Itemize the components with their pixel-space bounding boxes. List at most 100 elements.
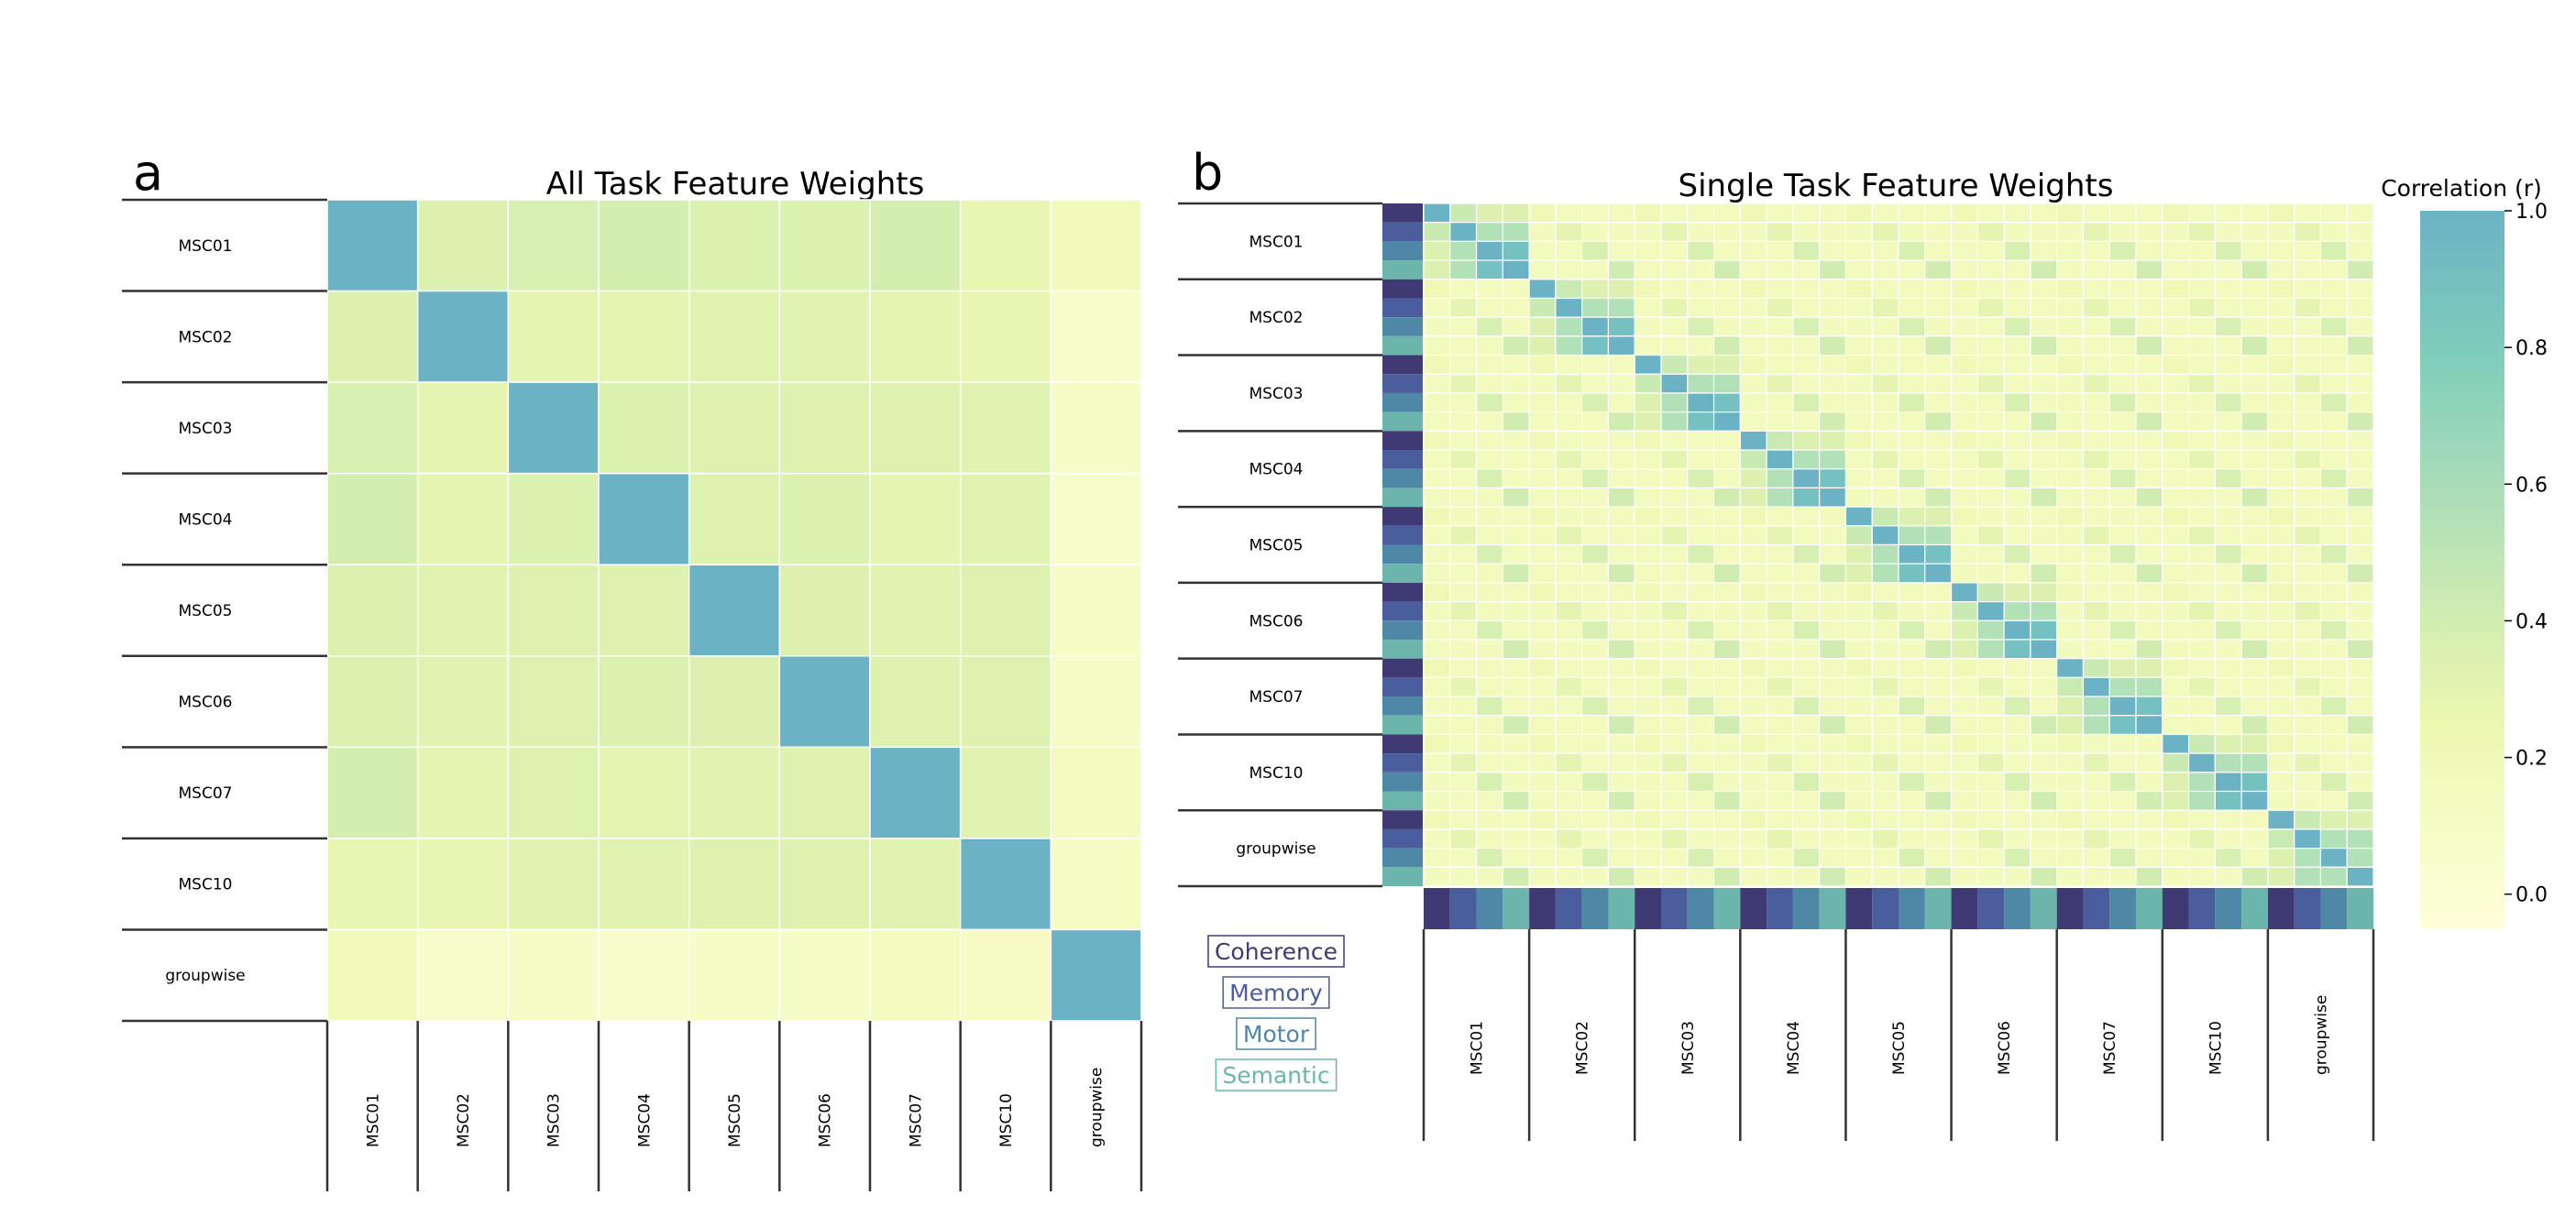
heatmap-cell	[1712, 316, 1741, 337]
heatmap-cell	[1898, 392, 1926, 413]
heatmap-cell	[2346, 790, 2374, 811]
heatmap-cell	[2240, 809, 2269, 830]
heatmap-cell	[1950, 240, 1978, 261]
heatmap-cell	[1819, 866, 1847, 887]
heatmap-cell	[2214, 676, 2242, 697]
heatmap-cell	[1819, 639, 1847, 660]
heatmap-cell	[1475, 506, 1503, 527]
heatmap-cell	[2214, 563, 2242, 584]
heatmap-cell	[2082, 203, 2110, 224]
heatmap-cell	[1792, 240, 1821, 261]
heatmap-cell	[2135, 279, 2163, 300]
heatmap-cell	[2240, 676, 2269, 697]
heatmap-cell	[1555, 525, 1583, 546]
heatmap-cell	[1871, 279, 1899, 300]
heatmap-cell	[1050, 381, 1142, 475]
heatmap-cell	[1898, 525, 1926, 546]
heatmap-cell	[1766, 354, 1794, 375]
col-task-color	[1845, 888, 1873, 929]
heatmap-cell	[1950, 619, 1978, 641]
heatmap-cell	[1871, 866, 1899, 887]
heatmap-cell	[416, 928, 510, 1022]
heatmap-cell	[1634, 658, 1662, 678]
heatmap-cell	[2294, 449, 2322, 470]
heatmap-cell	[1581, 658, 1610, 678]
heatmap-cell	[1898, 543, 1926, 565]
group-col-label: MSC06	[1996, 1021, 2014, 1075]
heatmap-cell	[2240, 240, 2269, 261]
heatmap-cell	[2162, 354, 2190, 375]
heatmap-cell	[2003, 658, 2031, 678]
heatmap-cell	[1449, 676, 1478, 697]
heatmap-cell	[2162, 582, 2190, 603]
heatmap-cell	[2187, 563, 2216, 584]
heatmap-cell	[1712, 259, 1741, 280]
heatmap-cell	[1819, 619, 1847, 641]
heatmap-cell	[2030, 543, 2058, 565]
heatmap-cell	[959, 199, 1052, 292]
heatmap-cell	[1607, 279, 1635, 300]
heatmap-cell	[1687, 222, 1715, 242]
heatmap-cell	[2082, 600, 2110, 621]
heatmap-cell	[1739, 468, 1767, 489]
heatmap-cell	[2003, 506, 2031, 527]
heatmap-cell	[2294, 279, 2322, 300]
heatmap-cell	[1634, 848, 1662, 868]
heatmap-cell	[598, 838, 690, 931]
heatmap-cell	[2294, 411, 2322, 432]
heatmap-cell	[1712, 373, 1741, 394]
heatmap-cell	[1950, 543, 1978, 565]
heatmap-cell	[1634, 715, 1662, 736]
heatmap-cell	[1687, 772, 1715, 793]
heatmap-cell	[1528, 600, 1557, 621]
row-task-color	[1382, 582, 1423, 602]
heatmap-cell	[1555, 658, 1583, 678]
heatmap-cell	[2214, 430, 2242, 451]
heatmap-cell	[416, 838, 510, 931]
heatmap-cell	[1475, 449, 1503, 470]
heatmap-cell	[1555, 203, 1583, 224]
heatmap-cell	[1423, 828, 1451, 850]
heatmap-cell	[1581, 543, 1610, 565]
heatmap-cell	[2294, 809, 2322, 830]
heatmap-cell	[2135, 297, 2163, 318]
heatmap-cell	[688, 928, 781, 1022]
heatmap-cell	[2030, 449, 2058, 470]
row-task-color	[1382, 564, 1423, 583]
heatmap-cell	[959, 655, 1052, 749]
col-label: MSC03	[545, 1093, 564, 1147]
heatmap-cell	[2003, 449, 2031, 470]
heatmap-cell	[1607, 752, 1635, 773]
heatmap-cell	[1766, 543, 1794, 565]
heatmap-cell	[1871, 582, 1899, 603]
heatmap-cell	[1712, 563, 1741, 584]
heatmap-cell	[2187, 279, 2216, 300]
heatmap-cell	[2003, 222, 2031, 242]
heatmap-cell	[1607, 354, 1635, 375]
heatmap-cell	[2003, 639, 2031, 660]
heatmap-cell	[1898, 297, 1926, 318]
heatmap-cell	[2214, 525, 2242, 546]
heatmap-cell	[1660, 676, 1689, 697]
heatmap-cell	[1924, 297, 1953, 318]
heatmap-cell	[869, 199, 962, 292]
heatmap-cell	[1502, 259, 1530, 280]
heatmap-cell	[778, 290, 871, 383]
heatmap-cell	[2187, 259, 2216, 280]
heatmap-cell	[1871, 373, 1899, 394]
heatmap-cell	[2135, 316, 2163, 337]
heatmap-cell	[1766, 676, 1794, 697]
row-task-color	[1382, 810, 1423, 829]
heatmap-cell	[1792, 525, 1821, 546]
heatmap-cell	[1924, 619, 1953, 641]
heatmap-cell	[1976, 809, 2005, 830]
heatmap-cell	[1871, 354, 1899, 375]
group-row-label: MSC10	[1249, 764, 1304, 783]
heatmap-cell	[2267, 582, 2295, 603]
heatmap-cell	[2240, 430, 2269, 451]
heatmap-cell	[1687, 676, 1715, 697]
heatmap-cell	[1528, 619, 1557, 641]
heatmap-cell	[1502, 279, 1530, 300]
heatmap-cell	[2162, 487, 2190, 508]
heatmap-cell	[1739, 297, 1767, 318]
